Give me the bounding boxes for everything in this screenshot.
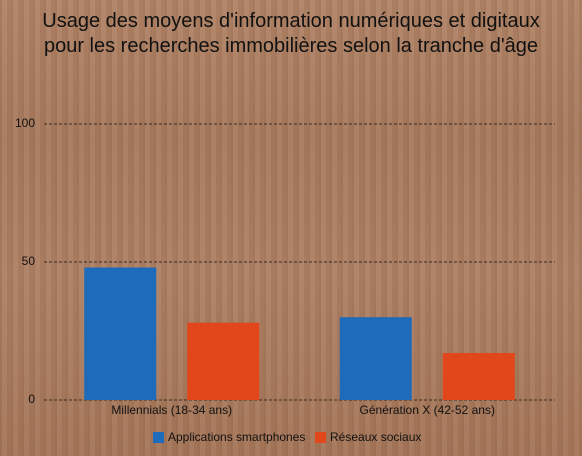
legend-swatch: [315, 432, 326, 443]
x-tick-label: Millennials (18-34 ans): [111, 403, 232, 417]
y-tick-label: 0: [28, 392, 35, 406]
bar: [442, 353, 515, 400]
legend-swatch: [153, 432, 164, 443]
bar: [187, 322, 260, 400]
y-tick-label: 50: [22, 254, 36, 268]
legend-label: Applications smartphones: [168, 430, 305, 444]
legend-label: Réseaux sociaux: [330, 430, 421, 444]
bar: [339, 317, 412, 400]
x-tick-label: Génération X (42-52 ans): [360, 403, 495, 417]
bar: [84, 267, 157, 400]
chart-title: Usage des moyens d'information numérique…: [42, 10, 540, 57]
y-tick-label: 100: [15, 116, 35, 130]
